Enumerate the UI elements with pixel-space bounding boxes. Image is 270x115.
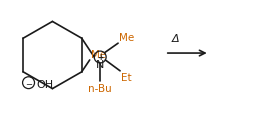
Text: Me: Me <box>119 33 134 43</box>
Text: N: N <box>96 59 104 69</box>
Text: Δ: Δ <box>172 34 180 44</box>
Text: −: − <box>25 79 32 88</box>
Text: Me: Me <box>91 50 106 59</box>
Text: Et: Et <box>121 72 132 82</box>
Text: OH: OH <box>36 79 54 89</box>
Text: +: + <box>97 53 104 62</box>
Text: n-Bu: n-Bu <box>88 83 112 93</box>
